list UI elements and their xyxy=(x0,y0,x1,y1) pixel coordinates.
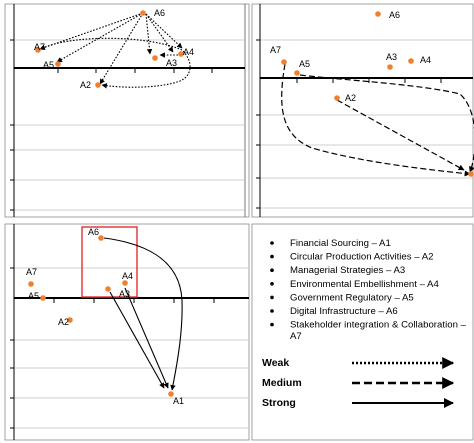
point-a7 xyxy=(35,47,41,53)
line-type-key: Weak Medium Strong xyxy=(262,357,455,409)
point-a4 xyxy=(408,58,414,64)
grid-lines xyxy=(260,39,473,209)
bullet xyxy=(270,295,274,300)
point-a6 xyxy=(98,235,104,241)
grid-lines xyxy=(14,39,245,211)
legend-item-a7: Stakeholder integration & Collaboration … xyxy=(290,320,467,331)
point-a1 xyxy=(468,171,474,177)
label-a5: A5 xyxy=(28,291,39,301)
label-a3: A3 xyxy=(386,52,397,62)
point-a3 xyxy=(387,64,393,70)
weak-label: Weak xyxy=(262,357,289,369)
weak-arrows xyxy=(39,12,191,89)
point-a4 xyxy=(122,280,128,286)
panel-top-right: A6 A7 A5 A3 A4 A2 xyxy=(251,3,474,218)
point-a5 xyxy=(40,295,46,301)
bullet xyxy=(270,268,274,273)
point-a6 xyxy=(140,10,146,16)
y-ticks xyxy=(10,39,14,211)
label-a5: A5 xyxy=(43,60,54,70)
label-a6: A6 xyxy=(389,10,400,20)
panel-frame xyxy=(251,223,474,441)
label-a1: A1 xyxy=(173,396,184,406)
point-a2 xyxy=(95,82,101,88)
panel-frame xyxy=(4,223,250,441)
label-a3: A3 xyxy=(166,58,177,68)
point-a7 xyxy=(281,59,287,65)
label-a7: A7 xyxy=(34,42,45,52)
panel-frame xyxy=(251,3,474,218)
label-a6: A6 xyxy=(88,227,99,237)
legend-item-a5: Government Regulatory – A5 xyxy=(290,292,414,303)
legend-list: Financial Sourcing – A1 Circular Product… xyxy=(270,238,467,342)
label-a6: A6 xyxy=(154,8,165,18)
panel-bottom-left: A6 A7 A5 A4 A3 A2 A1 xyxy=(4,223,250,441)
label-a3: A3 xyxy=(119,289,130,299)
legend-panel: Financial Sourcing – A1 Circular Product… xyxy=(251,223,474,441)
bullet xyxy=(270,309,274,313)
label-a7: A7 xyxy=(270,45,281,55)
highlight-box xyxy=(81,226,138,298)
label-a5: A5 xyxy=(299,59,310,69)
point-a6 xyxy=(375,11,381,17)
y-ticks xyxy=(10,267,14,429)
bullet xyxy=(270,254,274,259)
panel-top-left: A6 A7 A5 A4 A3 A2 xyxy=(4,3,250,218)
label-a4: A4 xyxy=(183,47,194,57)
label-a4: A4 xyxy=(420,55,431,65)
point-a1 xyxy=(168,391,174,397)
label-a7: A7 xyxy=(26,267,37,277)
point-a4 xyxy=(178,51,184,57)
panel-frame xyxy=(4,3,250,218)
x-ticks xyxy=(57,68,213,73)
y-ticks xyxy=(256,39,260,209)
point-a7 xyxy=(28,281,34,287)
point-a3 xyxy=(152,55,158,61)
point-a3 xyxy=(105,286,111,292)
medium-label: Medium xyxy=(262,377,302,389)
legend-item-a2: Circular Production Activities – A2 xyxy=(290,252,433,263)
strong-label: Strong xyxy=(262,397,296,409)
bullet xyxy=(270,322,274,327)
bullet xyxy=(270,282,274,286)
label-a2: A2 xyxy=(58,317,69,327)
point-a2 xyxy=(334,95,340,101)
point-a5 xyxy=(55,61,61,67)
bullet xyxy=(270,241,274,245)
label-a2: A2 xyxy=(80,80,91,90)
legend-item-a4: Environmental Embellishment – A4 xyxy=(290,279,439,290)
label-a4: A4 xyxy=(122,271,133,281)
x-ticks xyxy=(53,298,215,303)
strong-arrows xyxy=(103,237,183,391)
x-ticks xyxy=(296,78,442,83)
medium-arrows xyxy=(281,63,474,177)
legend-item-a1: Financial Sourcing – A1 xyxy=(290,238,391,249)
label-a2: A2 xyxy=(345,93,356,103)
legend-item-a3: Managerial Strategies – A3 xyxy=(290,265,405,276)
point-a5 xyxy=(294,70,300,76)
legend-item-a7-cont: A7 xyxy=(290,331,302,342)
legend-item-a6: Digital Infrastructure – A6 xyxy=(290,306,398,317)
point-a2 xyxy=(67,317,73,323)
grid-lines xyxy=(14,267,249,429)
